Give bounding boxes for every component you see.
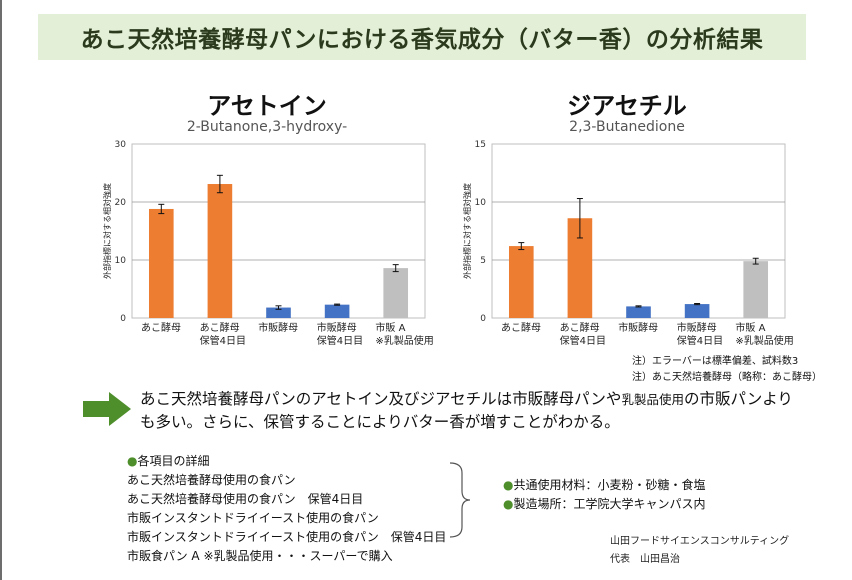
y-tick-label: 0 (120, 314, 126, 324)
x-tick-label: ※乳製品使用 (735, 334, 793, 347)
x-tick-label: 保管4日目 (677, 334, 723, 347)
list-item: 市販インスタントドライイースト使用の食パン 保管4日目 (127, 530, 447, 544)
summary-text: あこ天然培養酵母パンのアセトイン及びジアセチルは市販酵母パンや乳製品使用の市販パ… (140, 388, 800, 434)
common-info: ●共通使用材料：小麦粉・砂糖・食塩 ●製造場所：工学院大学キャンパス内 (503, 476, 706, 514)
x-tick-label: あこ酵母 (501, 322, 541, 334)
x-tick-label: 保管4日目 (560, 334, 606, 347)
details-heading: 各項目の詳細 (137, 454, 210, 468)
bar (626, 306, 651, 318)
footnote: 注）エラーバーは標準偏差、試料数3 (632, 356, 799, 367)
plot-area (491, 143, 786, 319)
bullet-icon: ● (503, 497, 514, 511)
bullet-icon: ● (127, 454, 138, 468)
summary-small: 乳製品使用 (621, 392, 684, 407)
x-tick-label: ※乳製品使用 (375, 334, 433, 347)
credit: 山田フードサイエンスコンサルティング 代表 山田昌治 (610, 533, 789, 569)
x-tick-label: あこ酵母 (200, 322, 240, 334)
y-tick-label: 5 (480, 256, 486, 266)
chart-subtitle: 2,3-Butanedione (569, 119, 685, 135)
x-tick-label: 市販 A (735, 321, 765, 334)
chart-title: アセトイン (207, 92, 327, 120)
chart-title: ジアセチル (567, 92, 687, 120)
x-tick-label: 保管4日目 (317, 334, 363, 347)
bar (508, 246, 534, 318)
bar (324, 304, 350, 318)
list-item: あこ天然培養酵母使用の食パン (127, 473, 296, 487)
page-title: あこ天然培養酵母パンにおける香気成分（バター香）の分析結果 (80, 27, 764, 53)
y-axis-label: 外部指標に対する相対強度 (102, 183, 112, 279)
acetoin-chart: アセトイン 2-Butanone,3-hydroxy- 0 10 20 30 外部指標に… (92, 78, 442, 353)
company-name: 山田フードサイエンスコンサルティング (610, 536, 790, 547)
x-tick-label: 市販 A (375, 321, 405, 334)
y-tick-label: 0 (480, 314, 486, 324)
bar (207, 184, 233, 318)
right-arrow-icon (83, 392, 131, 426)
list-item: 共通使用材料：小麦粉・砂糖・食塩 (513, 478, 706, 492)
diacetyl-chart: ジアセチル 2,3-Butanedione 0 5 10 15 外部指標に対する相対強度… (452, 78, 802, 353)
bar (266, 307, 291, 318)
brace-icon (449, 462, 471, 538)
representative: 代表 山田昌治 (610, 554, 680, 565)
footnote: 注）あこ天然培養酵母（略称：あこ酵母） (632, 372, 822, 383)
plot-area (131, 143, 426, 319)
y-tick-label: 10 (115, 256, 127, 266)
summary-part: あこ天然培養酵母パンのアセトイン及びジアセチルは市販酵母パンや (140, 390, 622, 408)
bullet-icon: ● (503, 478, 514, 492)
x-tick-label: 保管4日目 (200, 334, 246, 347)
list-item: 製造場所：工学院大学キャンパス内 (513, 497, 706, 511)
list-item: あこ天然培養酵母使用の食パン 保管4日目 (127, 492, 364, 506)
bar (684, 304, 710, 318)
x-tick-label: 市販酵母 (317, 321, 357, 334)
chart-subtitle: 2-Butanone,3-hydroxy- (186, 119, 348, 135)
x-tick-label: 市販酵母 (258, 321, 298, 334)
bar (383, 268, 409, 318)
window-left-edge (0, 0, 2, 580)
bar (148, 208, 174, 318)
summary-part: の市販パンよりも多い。さらに、保管することによりバター香が増すことがわかる。 (140, 390, 793, 431)
x-tick-label: 市販酵母 (677, 321, 717, 334)
title-banner: あこ天然培養酵母パンにおける香気成分（バター香）の分析結果 (38, 14, 806, 60)
x-tick-label: あこ酵母 (141, 322, 181, 334)
footnotes: 注）エラーバーは標準偏差、試料数3 注）あこ天然培養酵母（略称：あこ酵母） (632, 354, 822, 386)
y-axis-label: 外部指標に対する相対強度 (462, 183, 472, 279)
x-tick-label: あこ酵母 (560, 322, 600, 334)
y-tick-label: 10 (475, 198, 487, 208)
bar (743, 261, 769, 318)
details-list: ●各項目の詳細 あこ天然培養酵母使用の食パン あこ天然培養酵母使用の食パン 保管… (127, 452, 446, 566)
y-tick-label: 15 (475, 140, 486, 150)
y-tick-label: 20 (115, 198, 127, 208)
list-item: 市販インスタントドライイースト使用の食パン (127, 511, 379, 525)
x-tick-label: 市販酵母 (618, 321, 658, 334)
list-item: 市販食パン A ※乳製品使用・・・スーパーで購入 (127, 549, 393, 563)
y-tick-label: 30 (115, 140, 127, 150)
